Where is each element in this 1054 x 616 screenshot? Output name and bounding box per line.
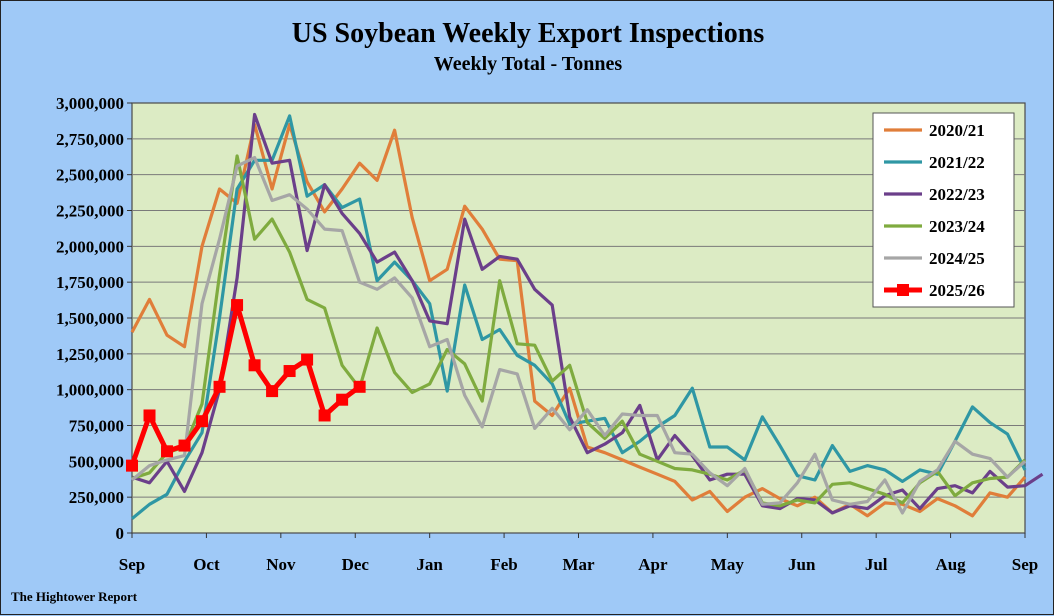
y-tick-label: 3,000,000: [56, 94, 124, 113]
y-tick-label: 2,500,000: [56, 166, 124, 185]
y-axis-ticks: 0 250,000 500,000 750,000 1,000,000 1,250,000…: [56, 94, 132, 543]
legend-label: 2025/26: [929, 281, 985, 300]
series-marker: [336, 393, 349, 406]
legend-label: 2022/23: [929, 185, 985, 204]
series-line-2021-22: [130, 114, 1027, 520]
series-marker: [126, 459, 138, 472]
x-tick-label: Jan: [416, 555, 443, 574]
x-axis-ticks: Sep Oct Nov Dec Jan Feb Mar Apr May Jun Jul Aug Sep: [119, 533, 1038, 574]
x-tick-label: Dec: [342, 555, 370, 574]
y-tick-label: 2,000,000: [56, 237, 124, 256]
legend-label: 2024/25: [929, 249, 985, 268]
x-tick-label: Feb: [490, 555, 517, 574]
legend-label: 2021/22: [929, 153, 985, 172]
x-tick-label: Sep: [119, 555, 145, 574]
series-marker: [353, 380, 366, 393]
credit-text: The Hightower Report: [11, 589, 138, 604]
series-marker: [318, 409, 331, 422]
series-marker: [213, 380, 226, 393]
series-marker: [161, 445, 174, 458]
x-tick-label: Apr: [638, 555, 668, 574]
x-tick-label: Jun: [788, 555, 816, 574]
x-tick-label: Oct: [193, 555, 220, 574]
series-marker: [248, 359, 261, 372]
series-marker: [178, 439, 191, 452]
y-tick-label: 500,000: [69, 452, 124, 471]
series-marker: [231, 299, 244, 312]
series-marker: [143, 409, 156, 422]
x-tick-label: Jul: [865, 555, 888, 574]
legend-label: 2020/21: [929, 121, 985, 140]
series-marker: [301, 353, 314, 366]
y-tick-label: 750,000: [69, 417, 124, 436]
series-marker: [266, 385, 279, 398]
legend: 2020/21 2021/22 2022/23 2023/24 2024/25 2025/…: [872, 112, 1015, 308]
y-tick-label: 2,750,000: [56, 130, 124, 149]
chart-title: US Soybean Weekly Export Inspections: [292, 18, 765, 49]
y-tick-label: 0: [116, 524, 125, 543]
x-tick-label: Mar: [562, 555, 595, 574]
y-tick-label: 1,750,000: [56, 273, 124, 292]
series-marker: [196, 415, 209, 428]
y-tick-label: 1,250,000: [56, 345, 124, 364]
chart-subtitle: Weekly Total - Tonnes: [434, 53, 623, 75]
series-lines: [126, 112, 1044, 520]
x-tick-label: Sep: [1012, 555, 1038, 574]
x-tick-label: May: [711, 555, 745, 574]
y-tick-label: 250,000: [69, 488, 124, 507]
y-tick-label: 1,500,000: [56, 309, 124, 328]
series-marker: [283, 365, 296, 378]
y-tick-label: 2,250,000: [56, 202, 124, 221]
y-tick-label: 1,000,000: [56, 381, 124, 400]
x-tick-label: Aug: [935, 555, 966, 574]
x-tick-label: Nov: [266, 555, 296, 574]
legend-box: [872, 112, 1015, 308]
series-line-2024-25: [130, 155, 1027, 515]
legend-marker: [897, 284, 909, 296]
legend-label: 2023/24: [929, 217, 985, 236]
